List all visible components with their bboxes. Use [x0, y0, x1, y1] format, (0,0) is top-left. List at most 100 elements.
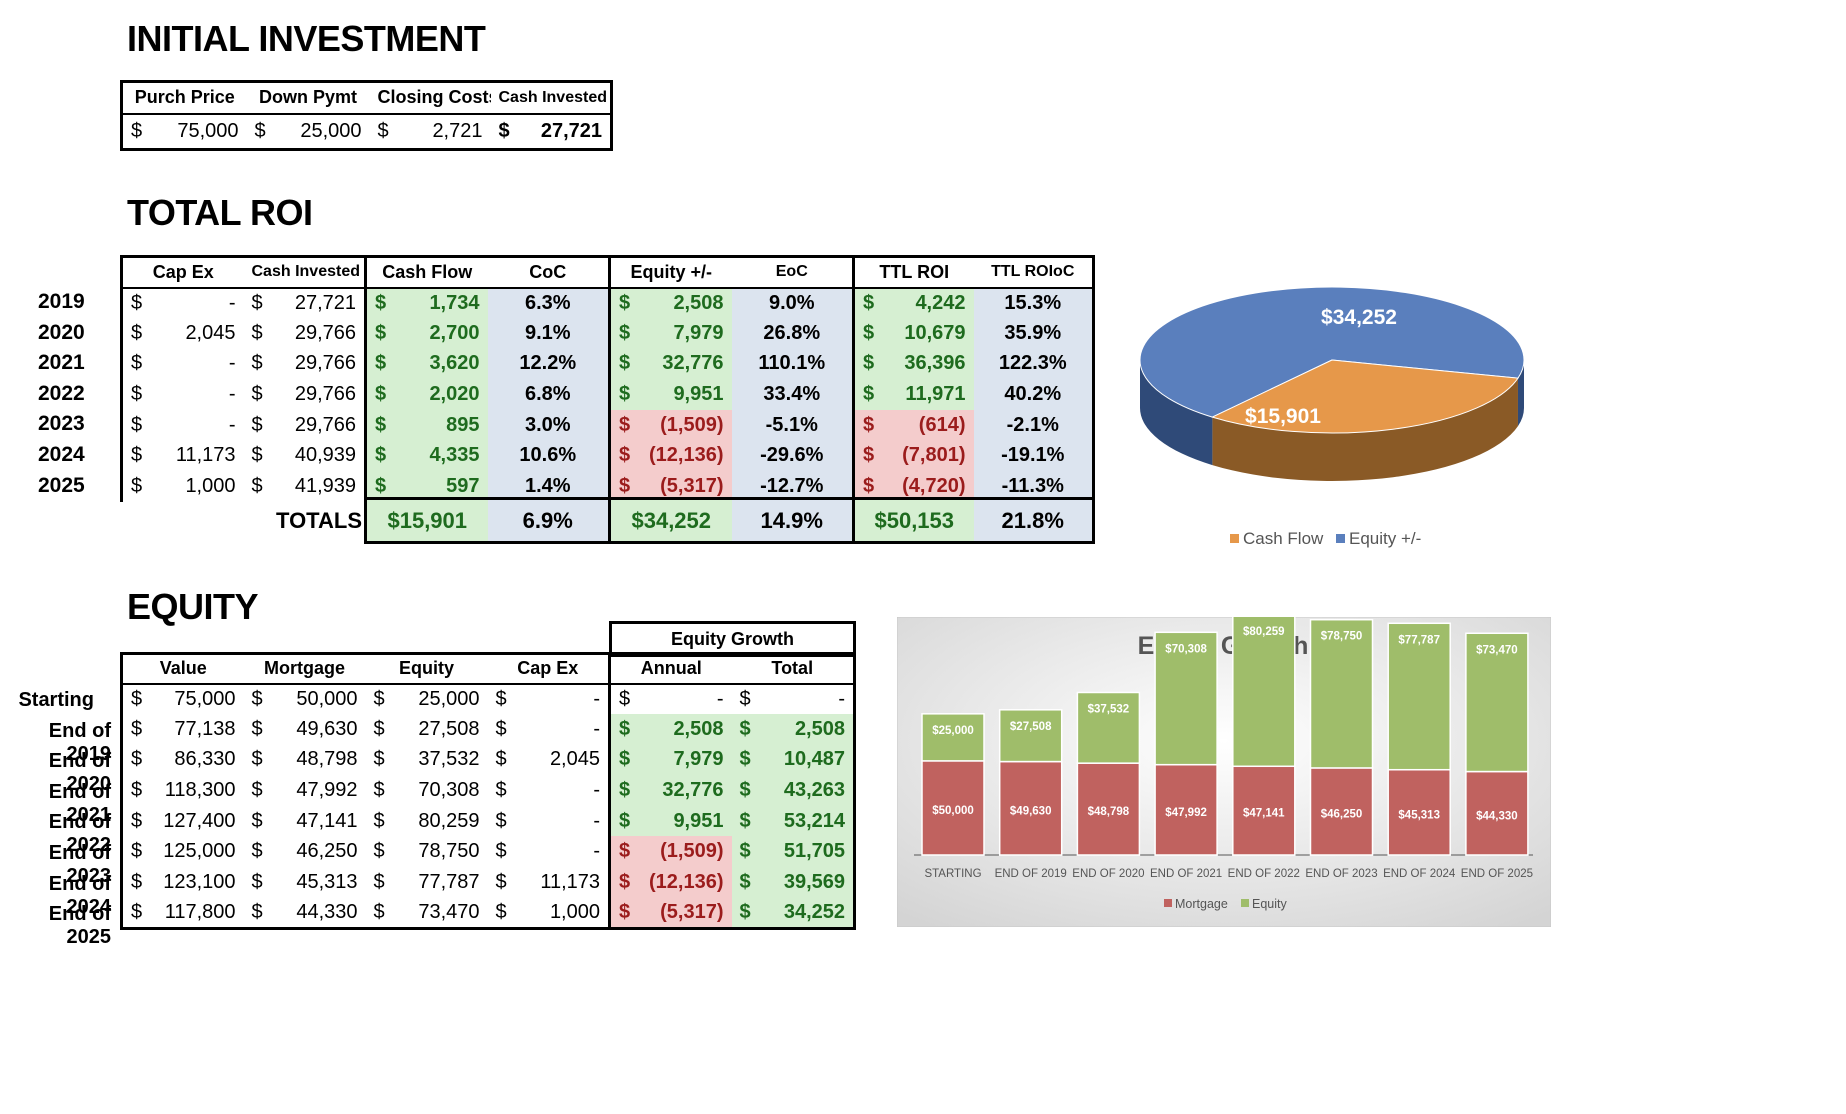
cell-equity: $ (12,136)	[608, 440, 732, 472]
equity-row: $127,400 $47,141 $80,259 $ - $9,951 $53,214	[122, 805, 855, 837]
pie-legend-cash-flow-swatch	[1230, 534, 1239, 543]
header-ttl-roioc: TTL ROIoC	[991, 263, 1075, 281]
equity-row-label: Starting	[18, 689, 94, 711]
bar-label-equity: $80,259	[1243, 626, 1285, 638]
header-equity: Equity +/-	[608, 256, 732, 288]
cell-total: $53,214	[731, 805, 855, 837]
cell-ttl-roioc: -2.1%	[973, 409, 1094, 441]
cell-coc: 9.1%	[487, 318, 610, 349]
x-tick-label: END OF 2023	[1305, 868, 1377, 880]
roi-row: $11,173 $40,939 $4,335 10.6% $ (12,136) -29.6%…	[122, 440, 1094, 472]
equity-row-label: End of 2024	[48, 872, 111, 918]
equity-row-label: End of 2020	[48, 750, 111, 796]
cell-equity: $ (1,509)	[608, 409, 732, 441]
roi-row: $2,045 $29,766 $2,700 9.1% $7,979 26.8% $10,67…	[122, 318, 1094, 349]
equity-row: $118,300 $47,992 $70,308 $ - $32,776 $43,263	[122, 775, 855, 806]
header-cash-invested: Cash Invested	[251, 263, 360, 281]
bar-equity	[1465, 632, 1529, 773]
pie-label-equity: $34,252	[1321, 306, 1397, 329]
header-cap-ex: Cap Ex	[152, 261, 214, 282]
x-tick-label: END OF 2024	[1383, 868, 1456, 880]
cell-ttl-roi: $36,396	[852, 348, 974, 380]
header-ttl-roi: TTL ROI	[852, 256, 974, 288]
x-tick-label: END OF 2022	[1228, 868, 1300, 880]
cell-annual: $7,979	[608, 744, 732, 776]
bar-mortgage	[1387, 768, 1451, 856]
cell-equity: $ (5,317)	[608, 471, 732, 502]
legend-equity-swatch	[1241, 899, 1249, 907]
cell-annual: $ (5,317)	[608, 897, 732, 929]
cell-equity: $80,259	[373, 809, 480, 832]
cell-equity: $78,750	[373, 840, 480, 863]
roi-year-label: 2023	[38, 412, 85, 436]
cell-equity: $70,308	[373, 779, 480, 802]
equity-row: $125,000 $46,250 $78,750 $ - $ (1,509) $51,705	[122, 836, 855, 868]
cell-purch-price: $75,000	[131, 119, 239, 142]
pie-side-equity	[1140, 360, 1213, 466]
cell-mortgage: $50,000	[251, 687, 358, 710]
bar-mortgage	[921, 760, 985, 856]
bar-mortgage	[1076, 762, 1141, 856]
equity-row-label: End of 2021	[48, 780, 111, 826]
roi-year-label: 2022	[38, 381, 85, 405]
header-value: Value	[159, 658, 207, 679]
roi-row: $ - $29,766 $895 3.0% $ (1,509) -5.1% $ (614) -2.1…	[122, 409, 1094, 441]
cell-cash-invested: $27,721	[498, 119, 603, 142]
cell-annual: $ (1,509)	[608, 836, 732, 868]
cell-eoc: 9.0%	[731, 287, 854, 319]
cell-cash-flow: $4,335	[364, 440, 488, 472]
cell-equity: $77,787	[373, 870, 480, 893]
cell-cap-ex: $ -	[131, 413, 236, 436]
cell-cash-flow: $895	[364, 409, 488, 441]
cell-eoc: -29.6%	[731, 440, 854, 472]
roi-year-label: 2024	[38, 443, 85, 466]
cell-coc: 10.6%	[487, 440, 610, 472]
cell-equity: $9,951	[608, 379, 732, 410]
cell-equity: $37,532	[373, 748, 480, 771]
cell-equity: $2,508	[608, 287, 732, 319]
roi-row: $ - $29,766 $2,020 6.8% $9,951 33.4% $11,971 40.…	[122, 379, 1094, 410]
equity-row: $123,100 $45,313 $77,787 $11,173 $ (12,136) $3…	[122, 867, 855, 898]
cell-ttl-roioc: 15.3%	[973, 287, 1094, 319]
cell-annual: $ (12,136)	[608, 867, 732, 898]
x-tick-label: END OF 2019	[995, 868, 1067, 880]
chart-background	[897, 617, 1551, 927]
bar-label-equity: $73,470	[1476, 644, 1518, 656]
totals-cash-flow: $15,901	[365, 498, 488, 543]
equity-row-label: End of 2025	[48, 903, 111, 949]
cell-mortgage: $47,992	[251, 779, 358, 802]
bar-equity	[1076, 691, 1141, 764]
cell-value: $118,300	[131, 779, 236, 802]
bar-label-mortgage: $50,000	[932, 805, 974, 817]
legend-mortgage-swatch	[1164, 899, 1172, 907]
pie-slice-equity	[1139, 286, 1525, 418]
equity-row-label: End of 2023	[48, 842, 111, 887]
roi-row: $ - $27,721 $1,734 6.3% $2,508 9.0% $4,242 15.3%	[122, 287, 1094, 319]
header-eoc: EoC	[775, 263, 808, 281]
bar-equity	[1154, 631, 1218, 766]
cell-cap-ex: $ -	[495, 717, 601, 740]
cell-value: $127,400	[131, 809, 236, 832]
equity-table: Value Mortgage Equity Cap Ex Annual Tota…	[120, 652, 856, 930]
equity-row-label: End of 2022	[48, 811, 111, 857]
header-annual: Annual	[608, 653, 732, 684]
pie-legend-cash-flow: Cash Flow	[1243, 529, 1324, 548]
cell-ttl-roi: $4,242	[852, 287, 974, 319]
legend-mortgage: Mortgage	[1175, 897, 1228, 911]
cell-ttl-roioc: 40.2%	[973, 379, 1094, 410]
bar-label-equity: $78,750	[1321, 631, 1363, 643]
cell-total: $10,487	[731, 744, 855, 776]
cell-eoc: 26.8%	[731, 318, 854, 349]
bar-label-mortgage: $46,250	[1321, 808, 1363, 820]
cell-mortgage: $48,798	[251, 748, 358, 771]
bar-equity	[998, 709, 1063, 763]
cell-equity: $27,508	[373, 717, 480, 740]
totals-row: $15,901 6.9% $34,252 14.9% $50,153 21.8%	[364, 497, 1095, 544]
totals-eoc: 14.9%	[731, 498, 854, 543]
x-tick-label: END OF 2020	[1072, 868, 1144, 880]
header-equity: Equity	[398, 658, 454, 679]
cell-value: $86,330	[131, 748, 236, 771]
totals-ttl-roi: $50,153	[852, 498, 974, 543]
x-tick-label: END OF 2025	[1461, 868, 1533, 880]
header-purch-price: Purch Price	[134, 87, 235, 108]
